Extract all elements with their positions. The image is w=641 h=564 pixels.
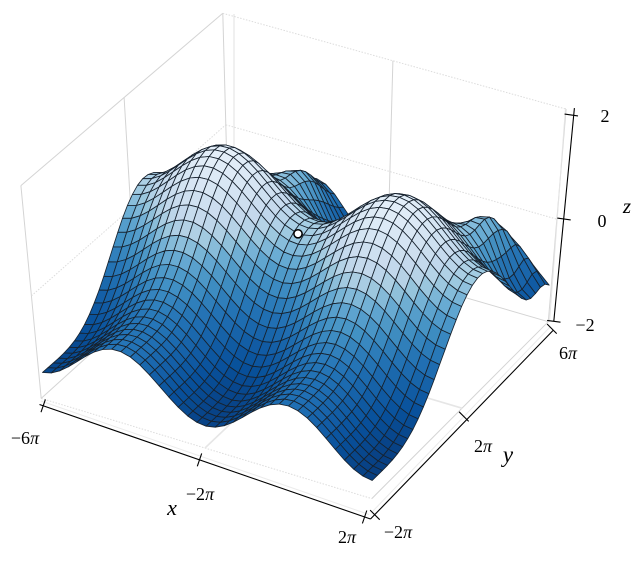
svg-text:2π: 2π — [338, 527, 357, 547]
svg-text:2: 2 — [601, 106, 610, 126]
svg-text:y: y — [501, 442, 514, 467]
svg-text:2π: 2π — [474, 436, 493, 456]
svg-text:−2: −2 — [575, 315, 594, 335]
svg-text:x: x — [166, 495, 177, 520]
svg-text:6π: 6π — [559, 343, 578, 363]
svg-text:z: z — [622, 194, 631, 218]
svg-text:−2π: −2π — [384, 522, 413, 542]
svg-text:−2π: −2π — [186, 484, 215, 504]
svg-text:−6π: −6π — [11, 428, 40, 448]
svg-text:0: 0 — [598, 211, 607, 231]
